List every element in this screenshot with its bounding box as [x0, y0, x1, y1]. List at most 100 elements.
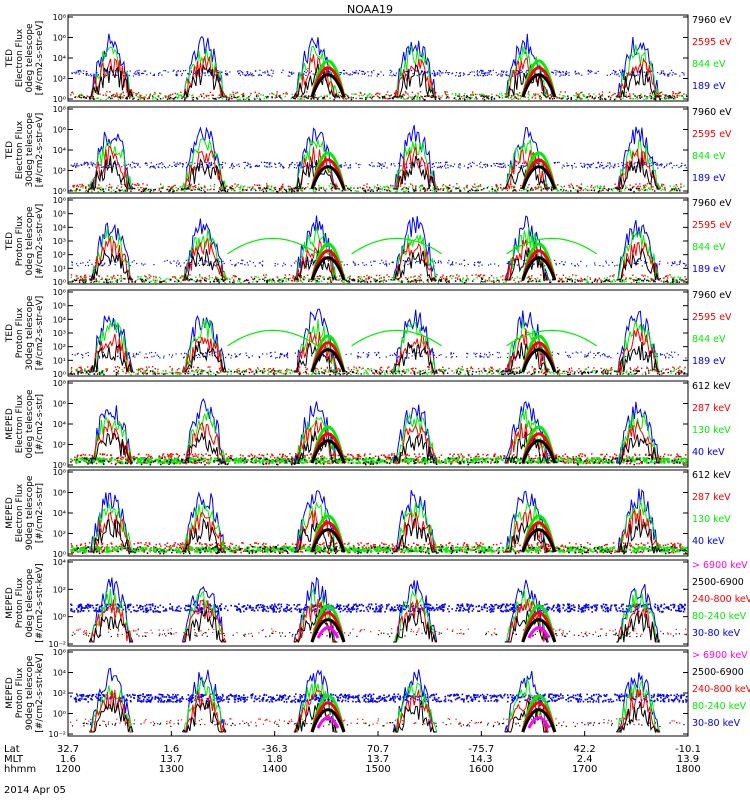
y-axis-label: MEPED — [5, 677, 15, 709]
data-marks — [70, 308, 687, 376]
x-tick-label: 1.6 — [163, 744, 179, 755]
y-tick-label: 10⁴ — [53, 54, 66, 63]
x-tick-label: 2.4 — [577, 754, 593, 765]
y-axis-label: 30deg telescope — [25, 112, 35, 187]
y-tick-label: 10² — [53, 251, 66, 260]
panel-7: 10⁻² 10⁰ 10² 10⁴ MEPED Proton Flux 0deg telesc… — [5, 558, 750, 649]
y-axis-label: Electron Flux — [15, 120, 25, 179]
y-axis-label: MEPED — [5, 408, 15, 440]
legend-entry: 189 eV — [692, 264, 726, 275]
y-axis-label: 90deg telescope — [25, 475, 35, 550]
y-axis-label: [#/cm2-s-str-eV] — [35, 113, 45, 188]
y-tick-label: 10⁸ — [53, 379, 66, 388]
y-axis-label: TED — [5, 232, 15, 251]
y-tick-label: 10⁶ — [53, 196, 66, 205]
panel-frame — [67, 559, 689, 647]
panel-1: 10⁰ 10² 10⁴ 10⁶ 10⁸ TED Electron Flux 0deg tele… — [5, 13, 732, 104]
y-axis-label: [#/cm2-s-str-eV] — [35, 204, 45, 279]
y-tick-label: 10⁶ — [53, 126, 66, 135]
data-marks — [70, 667, 688, 734]
panel-3: 10⁰ 10¹ 10² 10³ 10⁴ 10⁵ 10⁶ TED Proton Flux 0deg … — [5, 196, 732, 287]
y-tick-label: 10⁴ — [53, 223, 66, 232]
legend-entry: 189 eV — [692, 173, 726, 184]
x-tick-label: 13.9 — [677, 754, 699, 765]
legend-entry: 130 keV — [692, 425, 731, 436]
data-marks — [70, 33, 688, 101]
y-tick-label: 10² — [53, 75, 66, 84]
legend-entry: 40 keV — [692, 447, 725, 458]
x-tick-label: 70.7 — [367, 744, 389, 755]
x-tick-label: -36.3 — [262, 744, 288, 755]
data-marks — [70, 124, 687, 193]
y-tick-label: 10² — [53, 585, 66, 594]
x-tick-label: 1300 — [159, 764, 184, 775]
y-axis-label: Proton Flux — [15, 577, 25, 628]
y-axis-label: TED — [5, 324, 15, 343]
y-tick-label: 10¹ — [53, 356, 66, 365]
x-tick-label: 13.7 — [367, 754, 389, 765]
x-tick-label: 1500 — [365, 764, 390, 775]
legend-entry: 189 eV — [692, 356, 726, 367]
x-tick-label: -10.1 — [675, 744, 701, 755]
legend-entry: 612 keV — [692, 470, 731, 481]
y-axis-label: Proton Flux — [15, 307, 25, 358]
x-tick-label: -75.7 — [468, 744, 494, 755]
x-row-label: MLT — [4, 754, 24, 765]
y-tick-label: 10² — [53, 530, 66, 539]
y-axis-label: TED — [5, 141, 15, 160]
y-tick-label: 10⁶ — [53, 489, 66, 498]
x-row-label: Lat — [4, 744, 20, 755]
panel-2: 10⁰ 10² 10⁴ 10⁶ 10⁸ TED Electron Flux 30deg tel… — [5, 105, 732, 196]
y-tick-label: 10⁶ — [53, 288, 66, 297]
y-tick-label: 10⁸ — [53, 468, 66, 477]
x-tick-label: 1700 — [572, 764, 597, 775]
x-tick-label: 1600 — [469, 764, 494, 775]
y-tick-label: 10² — [53, 343, 66, 352]
legend-entry: 130 keV — [692, 514, 731, 525]
x-tick-label: 42.2 — [574, 744, 596, 755]
y-tick-label: 10⁴ — [53, 558, 66, 567]
y-tick-label: 10⁻² — [48, 730, 66, 739]
y-tick-label: 10⁰ — [53, 461, 66, 470]
y-axis-label: Electron Flux — [15, 483, 25, 542]
y-axis-label: 90deg telescope — [25, 655, 35, 730]
legend-entry: 240-800 keV — [692, 594, 750, 605]
y-tick-label: 10⁴ — [53, 146, 66, 155]
data-marks — [70, 488, 688, 555]
legend-entry: 80-240 keV — [692, 701, 747, 712]
y-tick-label: 10⁵ — [53, 302, 66, 311]
y-tick-label: 10⁰ — [53, 187, 66, 196]
legend-entry: 2500-6900 — [692, 577, 744, 588]
y-tick-label: 10⁰ — [53, 95, 66, 104]
y-tick-label: 10⁰ — [53, 710, 66, 719]
y-tick-label: 10¹ — [53, 264, 66, 273]
y-tick-label: 10³ — [53, 237, 66, 246]
legend-entry: 612 keV — [692, 381, 731, 392]
x-tick-label: 13.7 — [160, 754, 182, 765]
y-tick-label: 10² — [53, 167, 66, 176]
y-axis-label: [#/cm2-s-str] — [35, 483, 45, 543]
x-tick-label: 1400 — [262, 764, 287, 775]
panel-frame — [67, 14, 689, 102]
y-axis-label: Proton Flux — [15, 215, 25, 266]
legend-entry: 844 eV — [692, 151, 726, 162]
legend-entry: 844 eV — [692, 242, 726, 253]
y-axis-label: [#/cm2-s-str-keV] — [35, 563, 45, 642]
y-tick-label: 10⁰ — [53, 550, 66, 559]
legend-entry: 287 keV — [692, 492, 731, 503]
legend-entry: 7960 eV — [692, 107, 732, 118]
legend-entry: 30-80 keV — [692, 628, 741, 639]
legend-entry: 7960 eV — [692, 15, 732, 26]
legend-entry: 2595 eV — [692, 312, 732, 323]
x-tick-label: 32.7 — [57, 744, 79, 755]
legend-entry: 189 eV — [692, 81, 726, 92]
panel-6: 10⁰ 10² 10⁴ 10⁶ 10⁸ MEPED Electron Flux 90deg t… — [5, 468, 731, 559]
legend-entry: 2595 eV — [692, 220, 732, 231]
legend-entry: > 6900 keV — [692, 560, 748, 571]
data-marks — [70, 398, 688, 466]
legend-entry: 7960 eV — [692, 198, 732, 209]
y-axis-label: 0deg telescope — [25, 23, 35, 93]
